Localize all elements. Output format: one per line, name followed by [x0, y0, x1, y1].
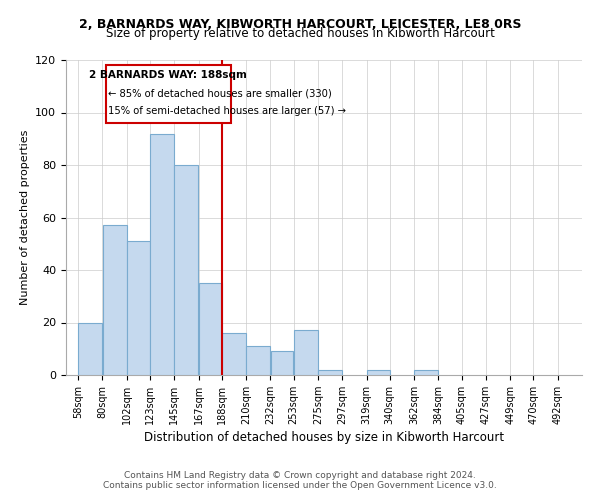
Bar [318, 370, 342, 375]
X-axis label: Distribution of detached houses by size in Kibworth Harcourt: Distribution of detached houses by size … [144, 431, 504, 444]
Text: 15% of semi-detached houses are larger (57) →: 15% of semi-detached houses are larger (… [108, 106, 346, 116]
Bar [79, 322, 102, 375]
Y-axis label: Number of detached properties: Number of detached properties [20, 130, 29, 305]
Bar [127, 241, 150, 375]
Bar [175, 165, 199, 375]
Text: Contains HM Land Registry data © Crown copyright and database right 2024.
Contai: Contains HM Land Registry data © Crown c… [103, 470, 497, 490]
Text: Size of property relative to detached houses in Kibworth Harcourt: Size of property relative to detached ho… [106, 28, 494, 40]
Bar [367, 370, 389, 375]
Bar [294, 330, 318, 375]
Bar [199, 283, 221, 375]
FancyBboxPatch shape [106, 65, 230, 123]
Text: 2, BARNARDS WAY, KIBWORTH HARCOURT, LEICESTER, LE8 0RS: 2, BARNARDS WAY, KIBWORTH HARCOURT, LEIC… [79, 18, 521, 30]
Bar [246, 346, 270, 375]
Bar [414, 370, 438, 375]
Text: 2 BARNARDS WAY: 188sqm: 2 BARNARDS WAY: 188sqm [89, 70, 247, 81]
Bar [150, 134, 174, 375]
Bar [222, 333, 246, 375]
Bar [103, 226, 127, 375]
Bar [271, 352, 293, 375]
Text: ← 85% of detached houses are smaller (330): ← 85% of detached houses are smaller (33… [108, 89, 332, 99]
